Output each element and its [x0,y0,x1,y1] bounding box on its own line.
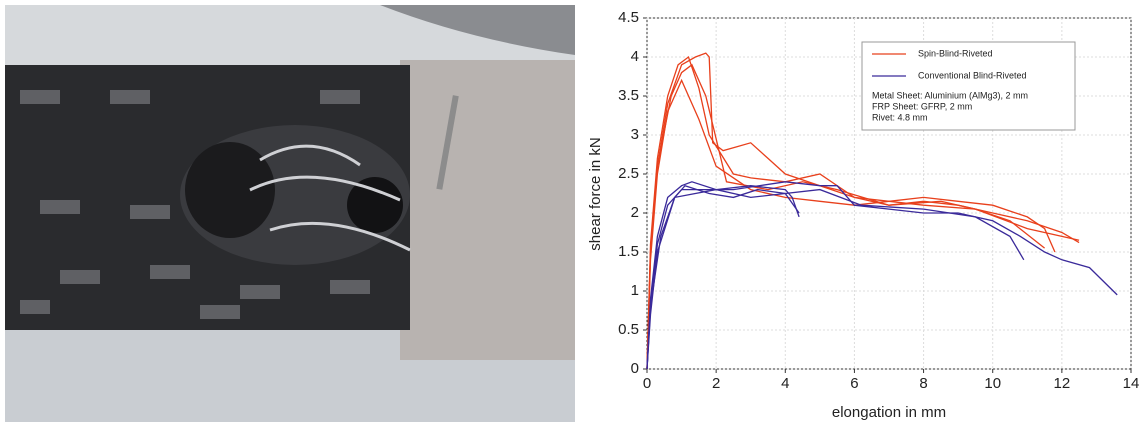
x-tick-label: 0 [643,375,651,392]
photo [5,5,575,422]
x-axis-label: elongation in mm [832,404,946,421]
data-line [646,181,800,370]
y-tick-label: 0 [631,360,639,377]
annotation: Metal Sheet: Aluminium (AlMg3), 2 mm [872,90,1028,100]
legend-box [861,41,1076,131]
y-tick-label: 3.5 [618,87,639,104]
data-line [646,184,800,370]
y-tick-label: 3 [631,126,639,143]
x-tick-label: 12 [1054,375,1071,392]
x-tick-label: 8 [919,375,927,392]
y-axis-label: shear force in kN [587,137,604,250]
data-line [646,55,1046,370]
data-line [646,63,1080,370]
x-tick-label: 6 [850,375,858,392]
annotation: Rivet: 4.8 mm [872,112,928,122]
y-tick-label: 1 [631,282,639,299]
legend-label: Spin-Blind-Riveted [918,48,993,58]
y-tick-label: 4 [631,48,639,65]
x-tick-label: 14 [1123,375,1140,392]
x-tick-label: 2 [712,375,720,392]
data-line [646,181,1118,370]
y-tick-label: 1.5 [618,243,639,260]
legend-label: Conventional Blind-Riveted [918,70,1027,80]
y-tick-label: 2 [631,204,639,221]
x-tick-label: 4 [781,375,789,392]
y-tick-label: 0.5 [618,321,639,338]
annotation: FRP Sheet: GFRP, 2 mm [872,101,972,111]
y-tick-label: 2.5 [618,165,639,182]
x-tick-label: 10 [984,375,1001,392]
y-tick-label: 4.5 [618,9,639,26]
